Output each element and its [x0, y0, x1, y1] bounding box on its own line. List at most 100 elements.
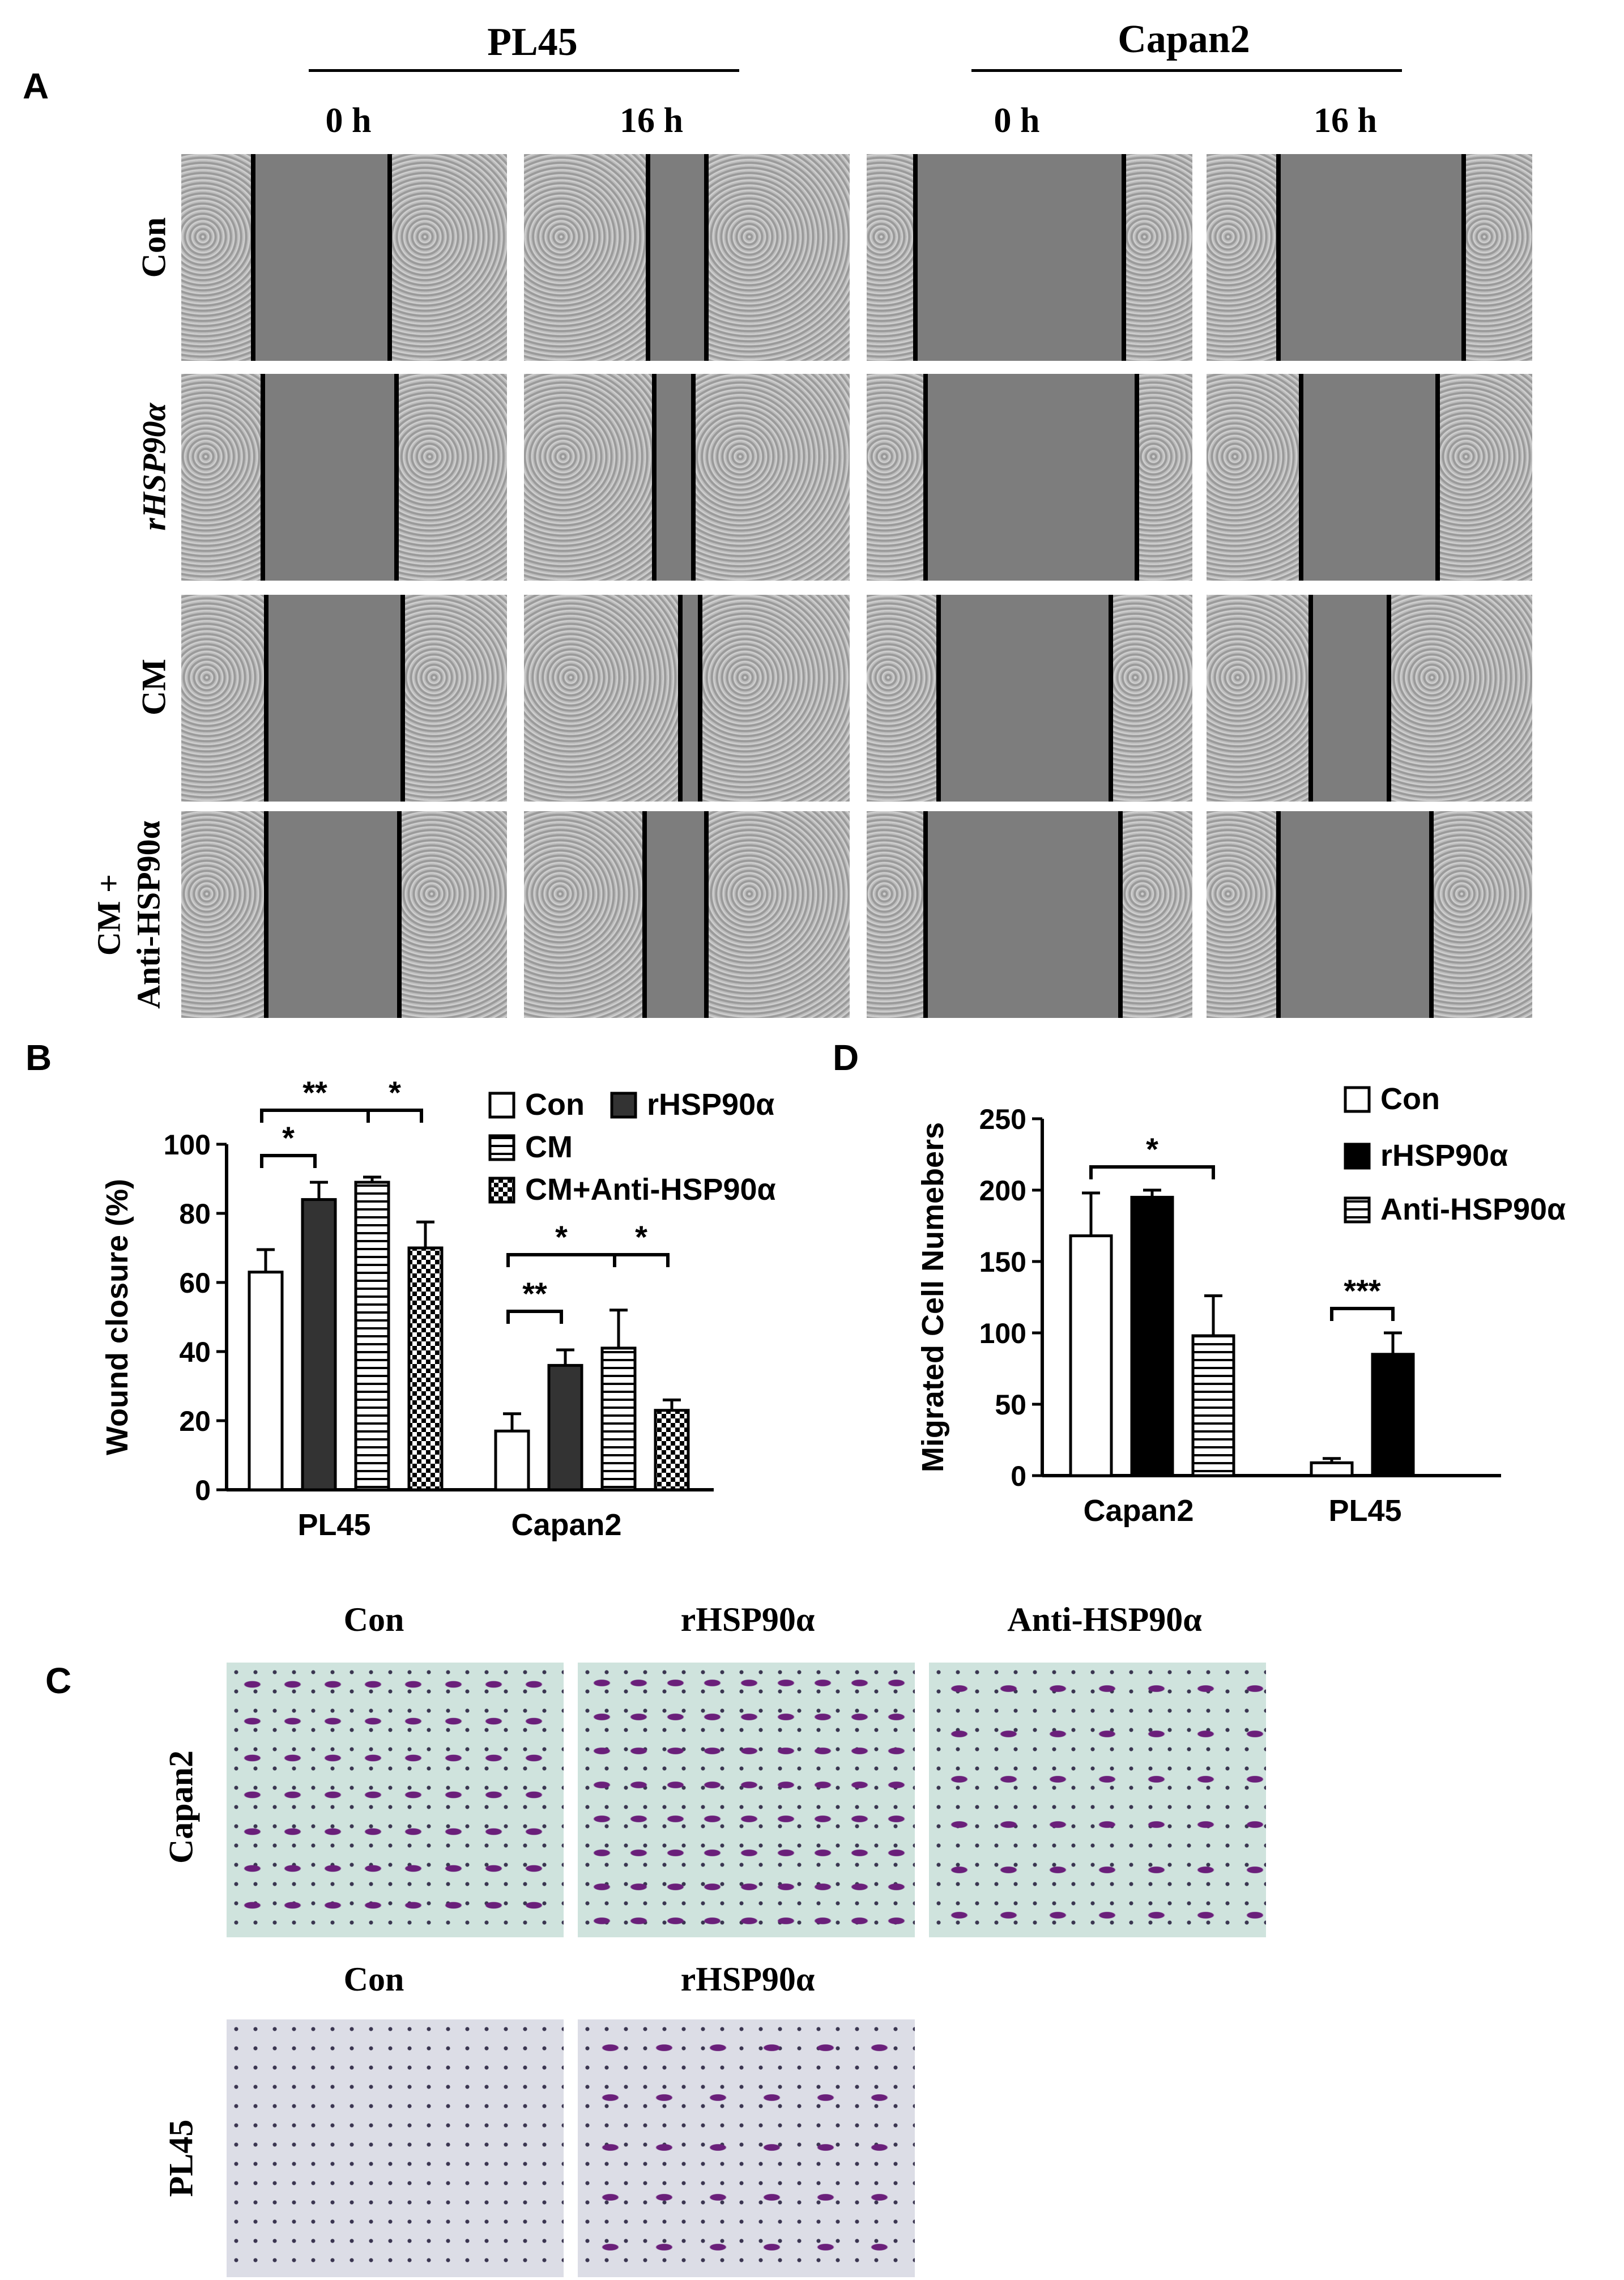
- legend-label: Con: [525, 1088, 585, 1122]
- group-underline-capan2: [971, 69, 1402, 72]
- cell-monolayer: [1111, 595, 1192, 802]
- legend-label: Con: [1380, 1082, 1440, 1116]
- significance-bracket: [506, 1310, 563, 1324]
- wound-image: [524, 374, 850, 581]
- cell-monolayer: [524, 811, 645, 1018]
- cell-monolayer: [867, 154, 916, 361]
- c-header-rhsp90a-pl45: rHSP90α: [680, 1961, 815, 1998]
- cell-monolayer: [1120, 811, 1192, 1018]
- legend-swatch: [488, 1177, 515, 1204]
- significance-marker: **: [522, 1276, 547, 1311]
- y-tick-label: 100: [164, 1129, 211, 1161]
- y-axis-label: Migrated Cell Numebers: [916, 1122, 950, 1472]
- wound-gap: [1278, 154, 1464, 361]
- cell-monolayer: [1431, 811, 1532, 1018]
- legend-swatch: [1344, 1196, 1371, 1224]
- legend-label: rHSP90α: [1380, 1139, 1508, 1173]
- transwell-image: [578, 2019, 915, 2277]
- wound-edge-line: [691, 374, 696, 581]
- wound-image: [181, 374, 507, 581]
- wound-image: [181, 154, 507, 361]
- y-tick-label: 200: [979, 1175, 1026, 1207]
- wound-edge-line: [387, 154, 392, 361]
- cell-monolayer: [403, 595, 507, 802]
- cell-monolayer: [1438, 374, 1532, 581]
- wound-image: [181, 811, 507, 1018]
- cell-monolayer: [706, 811, 850, 1018]
- wound-edge-line: [704, 811, 709, 1018]
- y-tick-label: 20: [179, 1405, 211, 1437]
- significance-bracket: [1089, 1165, 1215, 1179]
- wound-edge-line: [250, 154, 255, 361]
- wound-image: [867, 374, 1192, 581]
- wound-edge-line: [1298, 374, 1303, 581]
- wound-edge-line: [645, 154, 650, 361]
- time-header-capan2-16h: 16 h: [1314, 101, 1377, 140]
- cell-monolayer: [524, 595, 680, 802]
- wound-edge-line: [1118, 811, 1123, 1018]
- bar: [494, 1429, 530, 1491]
- bar: [1069, 1234, 1113, 1477]
- group-underline-pl45: [309, 69, 739, 72]
- wound-image: [524, 811, 850, 1018]
- cell-monolayer: [1207, 595, 1311, 802]
- significance-marker: *: [389, 1075, 401, 1110]
- cell-monolayer: [1124, 154, 1192, 361]
- wound-gap: [266, 811, 400, 1018]
- bar: [1191, 1334, 1235, 1477]
- cell-monolayer: [867, 374, 926, 581]
- cell-monolayer: [1207, 811, 1278, 1018]
- c-header-con-capan2: Con: [343, 1601, 404, 1638]
- bar: [1310, 1461, 1354, 1477]
- wound-gap: [680, 595, 700, 802]
- significance-marker: *: [1146, 1131, 1158, 1167]
- wound-edge-line: [394, 374, 399, 581]
- wound-image: [524, 595, 850, 802]
- significance-marker: *: [635, 1219, 647, 1255]
- wound-image: [524, 154, 850, 361]
- wound-edge-line: [1276, 811, 1281, 1018]
- legend-label: CM: [525, 1130, 573, 1164]
- wound-image: [867, 595, 1192, 802]
- x-category-label: PL45: [297, 1508, 370, 1542]
- y-tick-label: 150: [979, 1246, 1026, 1278]
- wound-edge-line: [1435, 374, 1440, 581]
- wound-edge-line: [704, 154, 709, 361]
- cell-monolayer: [867, 595, 939, 802]
- cell-monolayer: [1207, 374, 1301, 581]
- bar: [600, 1346, 637, 1491]
- significance-marker: ***: [1344, 1273, 1381, 1309]
- bar: [547, 1363, 583, 1491]
- c-row-label-capan2: Capan2: [162, 1750, 200, 1864]
- wound-gap: [266, 595, 403, 802]
- bar: [354, 1181, 390, 1491]
- wound-edge-line: [260, 374, 265, 581]
- panel-letter-d: D: [833, 1037, 859, 1078]
- bar: [1130, 1196, 1174, 1477]
- cell-monolayer: [181, 374, 263, 581]
- wound-gap: [915, 154, 1124, 361]
- wound-image: [1207, 154, 1532, 361]
- bar: [654, 1409, 690, 1491]
- wound-edge-line: [1461, 154, 1467, 361]
- transwell-image: [227, 1663, 564, 1937]
- c-header-con-pl45: Con: [343, 1961, 404, 1998]
- wound-gap: [1301, 374, 1438, 581]
- transwell-image: [929, 1663, 1266, 1937]
- wound-image: [1207, 374, 1532, 581]
- group-header-pl45: PL45: [487, 20, 578, 64]
- wound-edge-line: [1429, 811, 1434, 1018]
- wound-edge-line: [397, 811, 402, 1018]
- y-tick-label: 50: [995, 1389, 1026, 1421]
- cell-monolayer: [181, 154, 253, 361]
- significance-bracket: [366, 1109, 423, 1123]
- wound-edge-line: [1122, 154, 1127, 361]
- legend-swatch: [488, 1134, 515, 1161]
- significance-bracket: [260, 1109, 370, 1123]
- c-header-rhsp90a-capan2: rHSP90α: [680, 1601, 815, 1638]
- cell-monolayer: [524, 374, 654, 581]
- cell-monolayer: [867, 811, 926, 1018]
- legend-label: Anti-HSP90α: [1380, 1192, 1566, 1226]
- cell-monolayer: [1137, 374, 1192, 581]
